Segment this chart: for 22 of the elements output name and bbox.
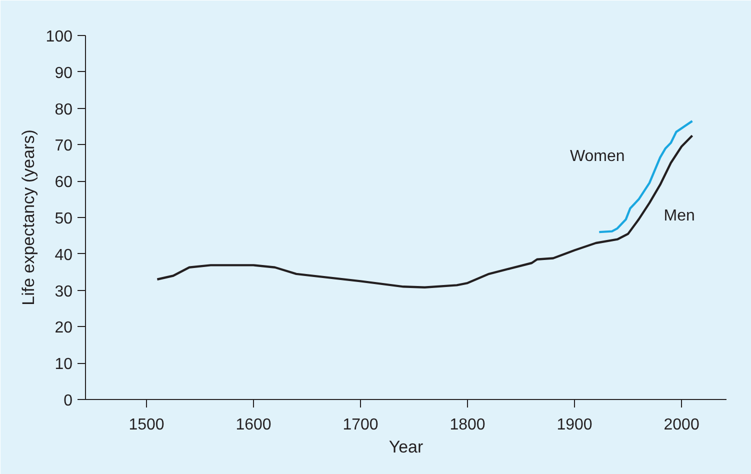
y-tick-label: 20 [54, 320, 73, 337]
y-tick-label: 90 [54, 64, 73, 82]
x-tick-label: 1700 [342, 416, 378, 434]
x-tick-label: 1900 [556, 416, 592, 434]
y-tick-label: 80 [54, 101, 73, 118]
y-tick-label: 50 [54, 210, 73, 228]
y-tick-label: 100 [46, 28, 73, 46]
x-tick-label: 1500 [128, 416, 164, 434]
y-tick-label: 40 [54, 246, 73, 264]
y-tick-label: 60 [54, 174, 73, 192]
series-label: Men [664, 207, 695, 224]
x-tick-label: 1600 [236, 416, 272, 434]
x-tick-label: 1800 [450, 416, 486, 434]
line-series [156, 134, 694, 288]
x-tick-label: 2000 [664, 416, 700, 434]
y-tick-label: 10 [54, 356, 73, 374]
series-label: Women [570, 148, 625, 166]
y-tick-label: 0 [64, 392, 73, 410]
x-axis-title: Year [388, 438, 424, 456]
y-tick-label: 30 [54, 283, 73, 300]
y-tick-label: 70 [54, 138, 73, 155]
y-axis-title: Life expectancy (years) [18, 130, 38, 306]
